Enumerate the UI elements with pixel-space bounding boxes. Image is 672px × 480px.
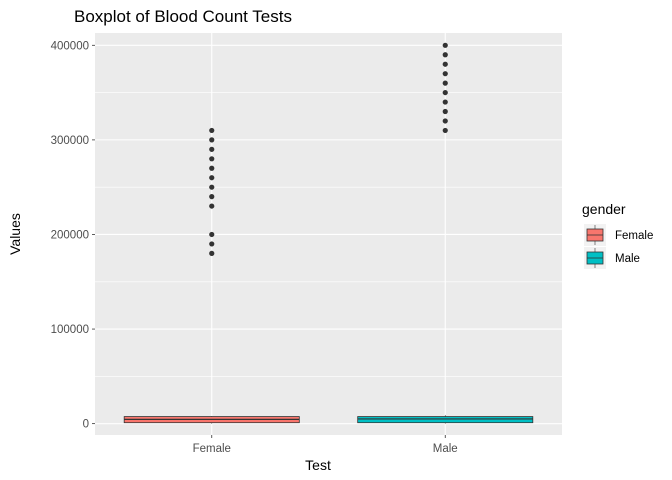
outlier-point: [442, 71, 448, 77]
legend-label: Male: [615, 253, 640, 265]
outlier-point: [442, 80, 448, 86]
boxes: [123, 415, 534, 424]
outlier-point: [442, 89, 448, 96]
outlier-point: [209, 165, 215, 171]
outlier-point: [442, 61, 448, 67]
y-tick-label: 400000: [51, 40, 89, 52]
y-tick-label: 200000: [51, 229, 89, 241]
x-axis-title: Test: [305, 457, 331, 473]
outlier-point: [209, 127, 215, 134]
outlier-point: [209, 137, 215, 143]
outlier-point: [209, 194, 215, 200]
outlier-point: [209, 146, 215, 152]
chart-title: Boxplot of Blood Count Tests: [74, 7, 292, 26]
outlier-point: [209, 203, 215, 209]
box-female: [123, 416, 300, 424]
outlier-points: [209, 42, 448, 256]
outlier-point: [209, 250, 215, 256]
outlier-point: [442, 118, 448, 124]
outlier-point: [209, 184, 215, 190]
x-tick-label: Female: [193, 443, 231, 455]
x-tick-label: Male: [433, 443, 458, 455]
outlier-point: [442, 127, 448, 134]
y-tick-label: 100000: [51, 324, 89, 336]
legend-label: Female: [615, 230, 653, 242]
box-iqr: [357, 416, 534, 424]
legend-entry-male: Male: [584, 247, 640, 269]
outlier-point: [442, 52, 448, 58]
y-axis-title: Values: [7, 213, 23, 255]
y-axis-ticks: 0 100000 200000 300000 400000: [51, 40, 95, 431]
y-tick-label: 300000: [51, 135, 89, 147]
outlier-point: [442, 99, 448, 105]
outlier-point: [209, 241, 215, 247]
outlier-point: [209, 175, 215, 181]
outlier-point: [442, 108, 448, 115]
legend: gender Female Male: [582, 201, 653, 269]
outlier-point: [442, 42, 448, 48]
legend-entry-female: Female: [584, 224, 653, 246]
y-tick-label: 0: [83, 419, 89, 431]
box-male: [357, 415, 534, 424]
x-axis-ticks: Female Male: [193, 435, 458, 455]
outlier-point: [209, 231, 215, 238]
legend-title: gender: [582, 201, 626, 217]
outlier-point: [209, 156, 215, 162]
